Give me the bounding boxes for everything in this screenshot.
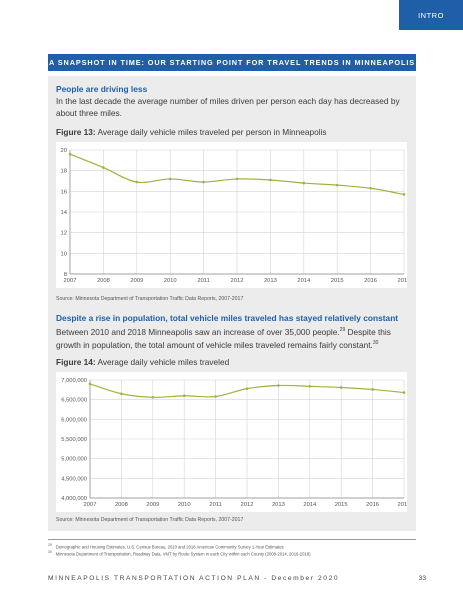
chart-1-x-tick-label: 2009 [130,278,143,284]
footnote-ref-29[interactable]: 29 [339,327,346,333]
chart-1-x-tick-label: 2015 [331,278,344,284]
chart-2-x-tick-label: 2013 [272,502,285,508]
chart-2-x-tick-label: 2012 [241,502,254,508]
section2-body: Between 2010 and 2018 Minneapolis saw an… [56,325,406,352]
figure13-caption: Average daily vehicle miles traveled per… [95,127,327,137]
figure13-label: Figure 13: [56,127,96,137]
chart-2-svg: 7,000,000 6,500,000 6,000,000 5,500,000 5,00… [61,378,407,508]
chart-1-x-tick-label: 2014 [297,278,311,284]
footnote-ref-30[interactable]: 30 [372,340,379,347]
chart-2-y-tick-label: 4,500,000 [61,476,87,482]
chart-1-data-point [235,177,239,181]
figure14-label: Figure 14: [56,357,96,367]
footnote-divider [48,539,416,540]
chart-1-x-tick-label: 2010 [164,278,177,284]
chart-1-x-tick-label: 2011 [197,278,209,284]
footnote-29: 29 Demographic and Housing Estimates, U.S… [48,543,284,549]
chart-1-y-tick-label: 14 [61,210,68,216]
chart-2-x-tick-label: 2011 [209,502,221,508]
chart-2-y-tick-label: 6,500,000 [61,398,87,404]
chart-2-x-tick-label: 2008 [115,502,128,508]
figure13-source: Source: Minnesota Department of Transpor… [56,296,244,302]
chart-1-data-point [402,193,406,196]
chart-2-x-tick-label: 2016 [366,502,379,508]
section-banner: A SNAPSHOT IN TIME: OUR STARTING POINT F… [48,54,416,71]
chart-2-data-point [308,384,312,388]
chart-1-data-point [269,178,272,182]
chart-1-y-tick-label: 8 [64,272,67,278]
chart-1-x-tick-label: 2016 [364,278,377,284]
footer-document-title: MINNEAPOLIS TRANSPORTATION ACTION PLAN -… [48,575,340,582]
chart-1-x-tick-label: 2012 [231,278,244,284]
chart-2-x-tick-label: 2017 [398,502,407,508]
chart-1-y-tick-label: 12 [61,231,67,237]
chart-1-x-tick-label: 2013 [264,278,277,284]
figure14-title: Figure 14: Average daily vehicle miles t… [56,357,229,367]
section1-heading: People are driving less [56,84,148,94]
chart-2-x-tick-label: 2010 [178,502,191,508]
chart-2-data-point [245,387,249,390]
footnote-30: 30 Minnesota Department of Transportation… [48,550,310,556]
chart-1-y-tick-label: 18 [61,169,67,175]
chart-2-data-point [277,384,280,387]
figure14-caption: Average daily vehicle miles traveled [95,357,230,367]
footnote-30-text: Minnesota Department of Transportation, … [55,551,311,557]
chart-2-data-point [151,396,155,399]
footnote-30-number: 30 [48,550,52,554]
chart-1-y-tick-label: 16 [61,189,67,195]
footnote-29-text: Demographic and Housing Estimates, U.S. … [55,544,284,550]
chart-1-x-tick-label: 2017 [398,278,407,284]
chart-2-data-point [182,394,186,398]
chart-2-data-point [120,392,123,396]
chart-1-data-point [168,177,172,181]
chart-2-y-tick-label: 4,000,000 [61,496,87,502]
chart-1-data-point [102,166,105,169]
section-tab[interactable]: INTRO [399,0,463,30]
chart-2-y-tick-label: 7,000,000 [61,378,87,384]
chart-1-data-point [369,186,372,190]
chart-2-data-point [339,386,343,389]
section2-heading: Despite a rise in population, total vehi… [56,313,399,323]
chart-2-y-tick-label: 5,000,000 [61,457,87,463]
figure13-chart: 20 18 16 14 12 10 8 2007 2008 2009 2010 2011 2012 201… [56,142,407,288]
section2-body-part2: Despite this growth in population, the t… [56,326,391,351]
chart-2-x-tick-label: 2015 [335,502,348,508]
chart-2-data-point [214,395,217,398]
chart-1-data-point [68,152,72,156]
figure14-chart: 7,000,000 6,500,000 6,000,000 5,500,000 5,00… [56,372,407,512]
footnote-29-number: 29 [48,543,52,547]
page-number: 33 [418,575,426,582]
chart-2-data-point [88,382,92,386]
chart-1-data-point [335,183,339,187]
chart-1-x-tick-label: 2008 [97,278,110,284]
figure14-source: Source: Minnesota Department of Transpor… [56,517,244,523]
section2-body-part1: Between 2010 and 2018 Minneapolis saw an… [56,326,340,337]
chart-1-data-point [302,181,306,185]
chart-2-data-point [371,388,374,391]
chart-1-y-tick-label: 10 [61,251,67,257]
chart-1-x-tick-label: 2007 [64,278,77,284]
figure13-title: Figure 13: Average daily vehicle miles t… [56,127,327,137]
chart-2-y-tick-label: 6,000,000 [61,417,87,423]
chart-1-data-point [135,180,139,184]
chart-2-data-point [402,391,406,394]
chart-2-x-tick-label: 2009 [146,502,159,508]
section1-body: In the last decade the average number of… [56,96,400,118]
chart-1-y-tick-label: 20 [61,148,67,154]
chart-2-x-tick-label: 2007 [84,502,97,508]
chart-2-y-tick-label: 5,500,000 [61,437,87,443]
chart-2-x-tick-label: 2014 [303,502,317,508]
chart-1-data-point [202,180,205,184]
